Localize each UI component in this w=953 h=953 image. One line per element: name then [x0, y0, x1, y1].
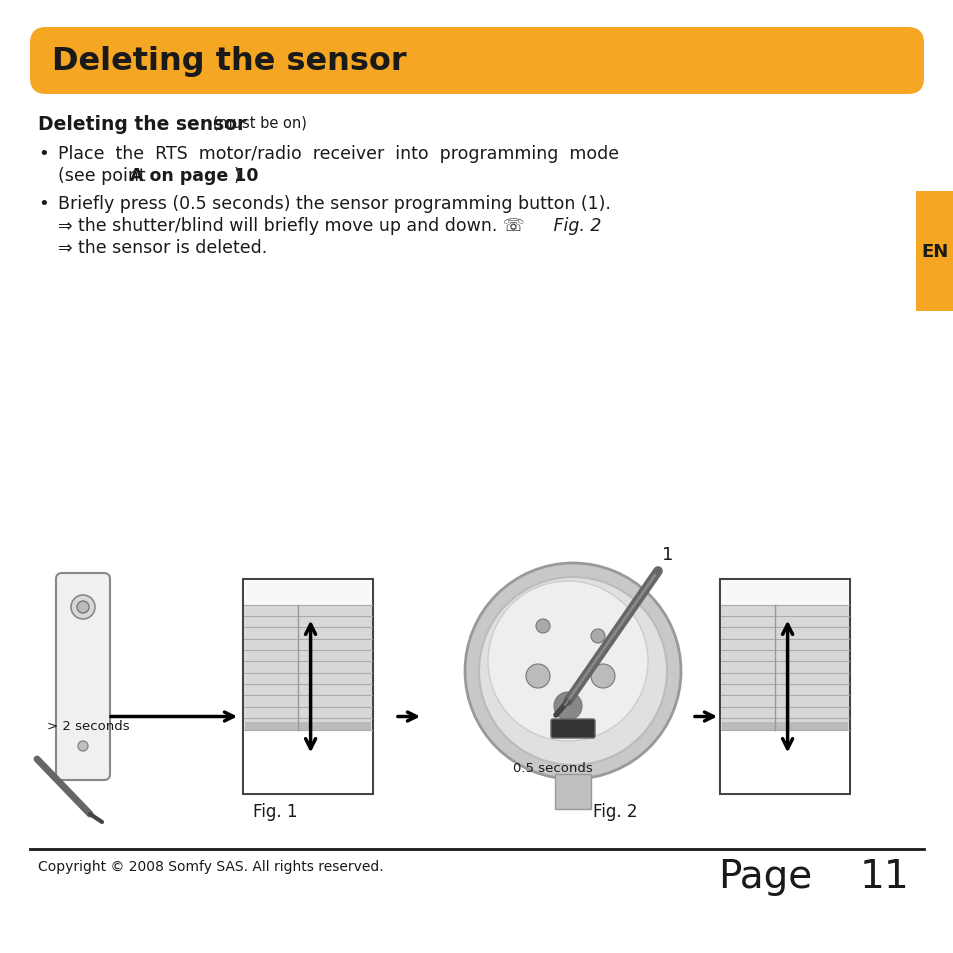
- Circle shape: [590, 629, 604, 643]
- Bar: [244, 580, 372, 605]
- Text: Place  the  RTS  motor/radio  receiver  into  programming  mode: Place the RTS motor/radio receiver into …: [58, 145, 618, 163]
- Bar: [243, 579, 373, 794]
- Bar: [244, 605, 372, 730]
- Circle shape: [525, 664, 550, 688]
- Bar: [555, 774, 590, 809]
- Text: Page: Page: [718, 857, 811, 895]
- Text: Fig. 2: Fig. 2: [547, 216, 600, 234]
- Text: Deleting the sensor: Deleting the sensor: [52, 46, 406, 77]
- Text: •: •: [38, 194, 49, 213]
- Text: > 2 seconds: > 2 seconds: [47, 720, 130, 732]
- Text: •: •: [38, 145, 49, 163]
- Circle shape: [554, 692, 581, 720]
- FancyBboxPatch shape: [551, 720, 595, 739]
- Bar: [720, 730, 848, 793]
- Circle shape: [488, 581, 647, 741]
- FancyBboxPatch shape: [56, 574, 110, 781]
- Bar: [244, 730, 372, 793]
- Bar: [721, 721, 847, 730]
- Bar: [720, 580, 848, 605]
- Circle shape: [536, 619, 550, 634]
- Text: ⇒ the shutter/blind will briefly move up and down. ☏: ⇒ the shutter/blind will briefly move up…: [58, 216, 524, 234]
- Text: 0.5 seconds: 0.5 seconds: [513, 761, 592, 774]
- Text: (must be on): (must be on): [208, 115, 307, 130]
- Circle shape: [464, 563, 680, 780]
- Bar: [720, 605, 848, 730]
- Text: 1: 1: [661, 545, 673, 563]
- Bar: [915, 192, 953, 312]
- Circle shape: [78, 741, 88, 751]
- Text: Fig. 1: Fig. 1: [253, 802, 297, 821]
- Text: EN: EN: [921, 243, 947, 261]
- Text: Deleting the sensor: Deleting the sensor: [38, 115, 246, 133]
- Circle shape: [77, 601, 89, 614]
- Circle shape: [590, 664, 615, 688]
- Text: Fig. 2: Fig. 2: [593, 802, 637, 821]
- Bar: [720, 579, 849, 794]
- Text: 11: 11: [859, 857, 909, 895]
- Text: ).: ).: [233, 167, 246, 185]
- Text: Copyright © 2008 Somfy SAS. All rights reserved.: Copyright © 2008 Somfy SAS. All rights r…: [38, 859, 383, 873]
- Circle shape: [71, 596, 95, 619]
- Text: Briefly press (0.5 seconds) the sensor programming button (1).: Briefly press (0.5 seconds) the sensor p…: [58, 194, 610, 213]
- FancyBboxPatch shape: [30, 28, 923, 95]
- Text: ⇒ the sensor is deleted.: ⇒ the sensor is deleted.: [58, 239, 267, 256]
- Bar: [245, 721, 371, 730]
- Text: (see point: (see point: [58, 167, 151, 185]
- Text: A on page 10: A on page 10: [130, 167, 258, 185]
- Circle shape: [478, 578, 666, 765]
